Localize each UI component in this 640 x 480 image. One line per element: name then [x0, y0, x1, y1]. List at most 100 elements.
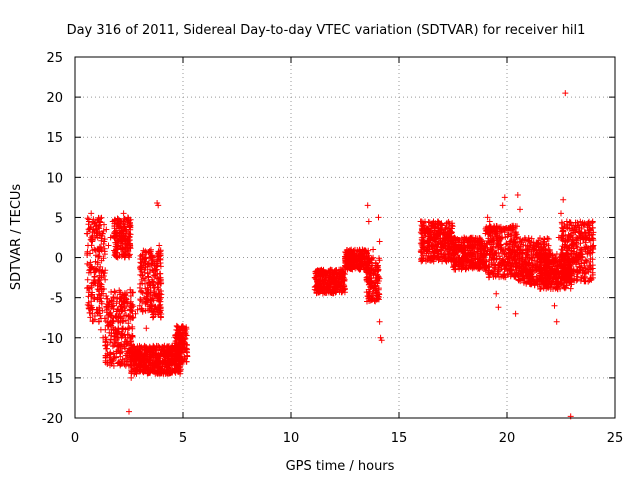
data-point — [144, 263, 151, 270]
data-point — [583, 267, 590, 273]
data-point — [95, 318, 102, 325]
data-point — [104, 319, 111, 326]
data-point — [378, 337, 385, 344]
data-point — [454, 246, 461, 253]
data-point — [514, 192, 521, 198]
data-point — [520, 272, 527, 279]
data-point — [87, 314, 94, 321]
data-point — [560, 282, 567, 289]
data-point — [518, 262, 525, 269]
data-point — [548, 281, 555, 288]
data-point — [576, 224, 583, 231]
data-point — [155, 279, 162, 285]
data-point — [167, 344, 174, 351]
data-point — [582, 229, 589, 236]
data-point — [538, 284, 545, 290]
data-point — [315, 269, 322, 275]
data-point — [577, 234, 584, 241]
data-point — [142, 352, 149, 358]
data-point — [143, 290, 150, 297]
data-point — [581, 263, 588, 269]
data-point — [120, 210, 127, 217]
data-point — [177, 367, 184, 374]
data-point — [101, 315, 108, 322]
data-point — [139, 298, 145, 305]
data-point — [552, 255, 559, 262]
data-point — [115, 359, 122, 366]
data-point — [506, 246, 513, 253]
data-point — [507, 271, 514, 278]
data-point — [87, 259, 94, 266]
data-point — [590, 237, 597, 244]
data-point — [519, 250, 526, 257]
data-point — [107, 349, 114, 356]
data-point — [522, 265, 529, 272]
data-point — [174, 352, 181, 359]
data-point — [589, 218, 596, 225]
data-point — [173, 363, 180, 370]
x-tick-label: 15 — [391, 431, 408, 446]
data-point — [434, 230, 441, 237]
data-point — [428, 257, 435, 264]
data-point — [428, 234, 435, 241]
data-point — [538, 274, 545, 281]
data-point — [511, 247, 518, 254]
data-point — [126, 408, 132, 415]
data-point — [319, 268, 326, 274]
data-point — [364, 202, 371, 209]
data-point — [488, 238, 495, 245]
data-point — [145, 274, 152, 281]
data-point — [90, 226, 97, 233]
data-point — [551, 270, 558, 277]
data-point — [121, 338, 128, 345]
data-point — [469, 243, 476, 250]
data-point — [122, 226, 129, 233]
data-point — [124, 217, 131, 224]
data-point — [122, 291, 129, 298]
data-point — [125, 245, 132, 252]
data-point — [363, 274, 370, 281]
data-point — [123, 303, 130, 310]
data-point — [509, 242, 516, 249]
data-point — [152, 311, 159, 318]
data-point — [85, 299, 92, 306]
data-point — [366, 260, 372, 267]
data-point — [122, 233, 129, 240]
data-point — [161, 342, 168, 349]
data-point — [516, 252, 522, 259]
data-point — [128, 374, 135, 381]
data-point — [86, 218, 92, 225]
data-point — [113, 354, 119, 361]
data-point — [102, 276, 109, 283]
data-point — [562, 256, 569, 263]
data-point — [501, 274, 507, 281]
data-point — [484, 250, 490, 257]
data-point — [510, 238, 517, 245]
data-point — [112, 289, 119, 296]
data-point — [527, 279, 533, 286]
data-point — [511, 250, 518, 257]
data-point — [497, 255, 504, 262]
data-point — [503, 240, 510, 247]
data-point — [124, 331, 131, 338]
data-point — [114, 306, 121, 312]
data-point — [337, 283, 344, 290]
data-point — [95, 246, 102, 253]
chart-title: Day 316 of 2011, Sidereal Day-to-day VTE… — [67, 23, 586, 38]
y-tick-label: 15 — [46, 131, 63, 146]
data-point — [126, 307, 133, 314]
data-point — [322, 272, 329, 279]
data-point — [114, 235, 121, 242]
data-point — [156, 242, 163, 249]
data-point — [357, 253, 364, 259]
y-tick-label: 0 — [55, 252, 63, 267]
data-point — [180, 346, 186, 353]
data-point — [544, 235, 551, 242]
data-point — [173, 326, 180, 333]
data-point — [553, 284, 560, 291]
data-point — [333, 267, 340, 274]
data-point — [328, 289, 335, 296]
data-point — [426, 246, 433, 253]
data-point — [127, 242, 134, 249]
data-point — [424, 226, 431, 233]
